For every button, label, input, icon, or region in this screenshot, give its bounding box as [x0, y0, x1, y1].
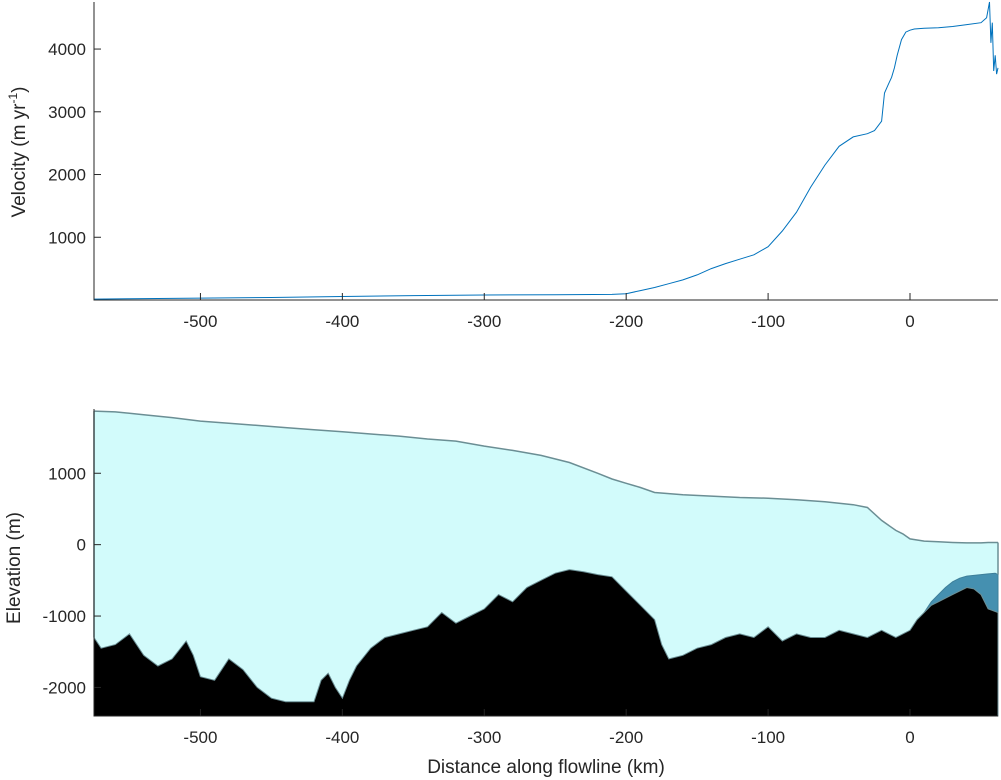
velocity-series-line [93, 1, 999, 300]
velocity-x-ticks: -500 -400 -300 -200 -100 0 [183, 293, 915, 331]
elevation-axes [93, 409, 998, 717]
x-tick-label: 0 [905, 312, 914, 331]
x-tick-label: -300 [467, 728, 501, 747]
y-tick-label: -2000 [43, 678, 86, 697]
y-tick-label: 1000 [48, 228, 86, 247]
bedrock-area [93, 569, 999, 717]
ice-surface-line [93, 410, 998, 544]
x-tick-label: -400 [325, 728, 359, 747]
elevation-x-ticks: -500 -400 -300 -200 -100 0 [183, 709, 915, 747]
elevation-x-axis-label: Distance along flowline (km) [427, 757, 665, 778]
x-tick-label: -200 [609, 312, 643, 331]
velocity-y-axis-label: Velocity (m yr-1) [6, 86, 30, 217]
x-tick-label: -400 [325, 312, 359, 331]
elevation-y-ticks: -2000 -1000 0 1000 [43, 464, 101, 697]
velocity-y-ticks: 1000 2000 3000 4000 [48, 40, 101, 247]
y-tick-label: 4000 [48, 40, 86, 59]
y-tick-label: 3000 [48, 103, 86, 122]
ice-body-area [94, 411, 998, 702]
elevation-y-axis-label: Elevation (m) [4, 512, 25, 624]
y-tick-label: -1000 [43, 607, 86, 626]
x-tick-label: -500 [183, 312, 217, 331]
velocity-plot-area [93, 1, 999, 300]
x-tick-label: -100 [751, 312, 785, 331]
x-tick-label: -100 [751, 728, 785, 747]
x-tick-label: -200 [609, 728, 643, 747]
y-tick-label: 2000 [48, 166, 86, 185]
y-tick-label: 1000 [48, 464, 86, 483]
y-tick-label: 0 [77, 536, 86, 555]
x-tick-label: -500 [183, 728, 217, 747]
velocity-axes [93, 2, 998, 301]
x-tick-label: -300 [467, 312, 501, 331]
elevation-plot-area [93, 410, 999, 717]
x-tick-label: 0 [905, 728, 914, 747]
velocity-panel: -500 -400 -300 -200 -100 0 1000 2000 3000 4000 V… [6, 1, 999, 331]
